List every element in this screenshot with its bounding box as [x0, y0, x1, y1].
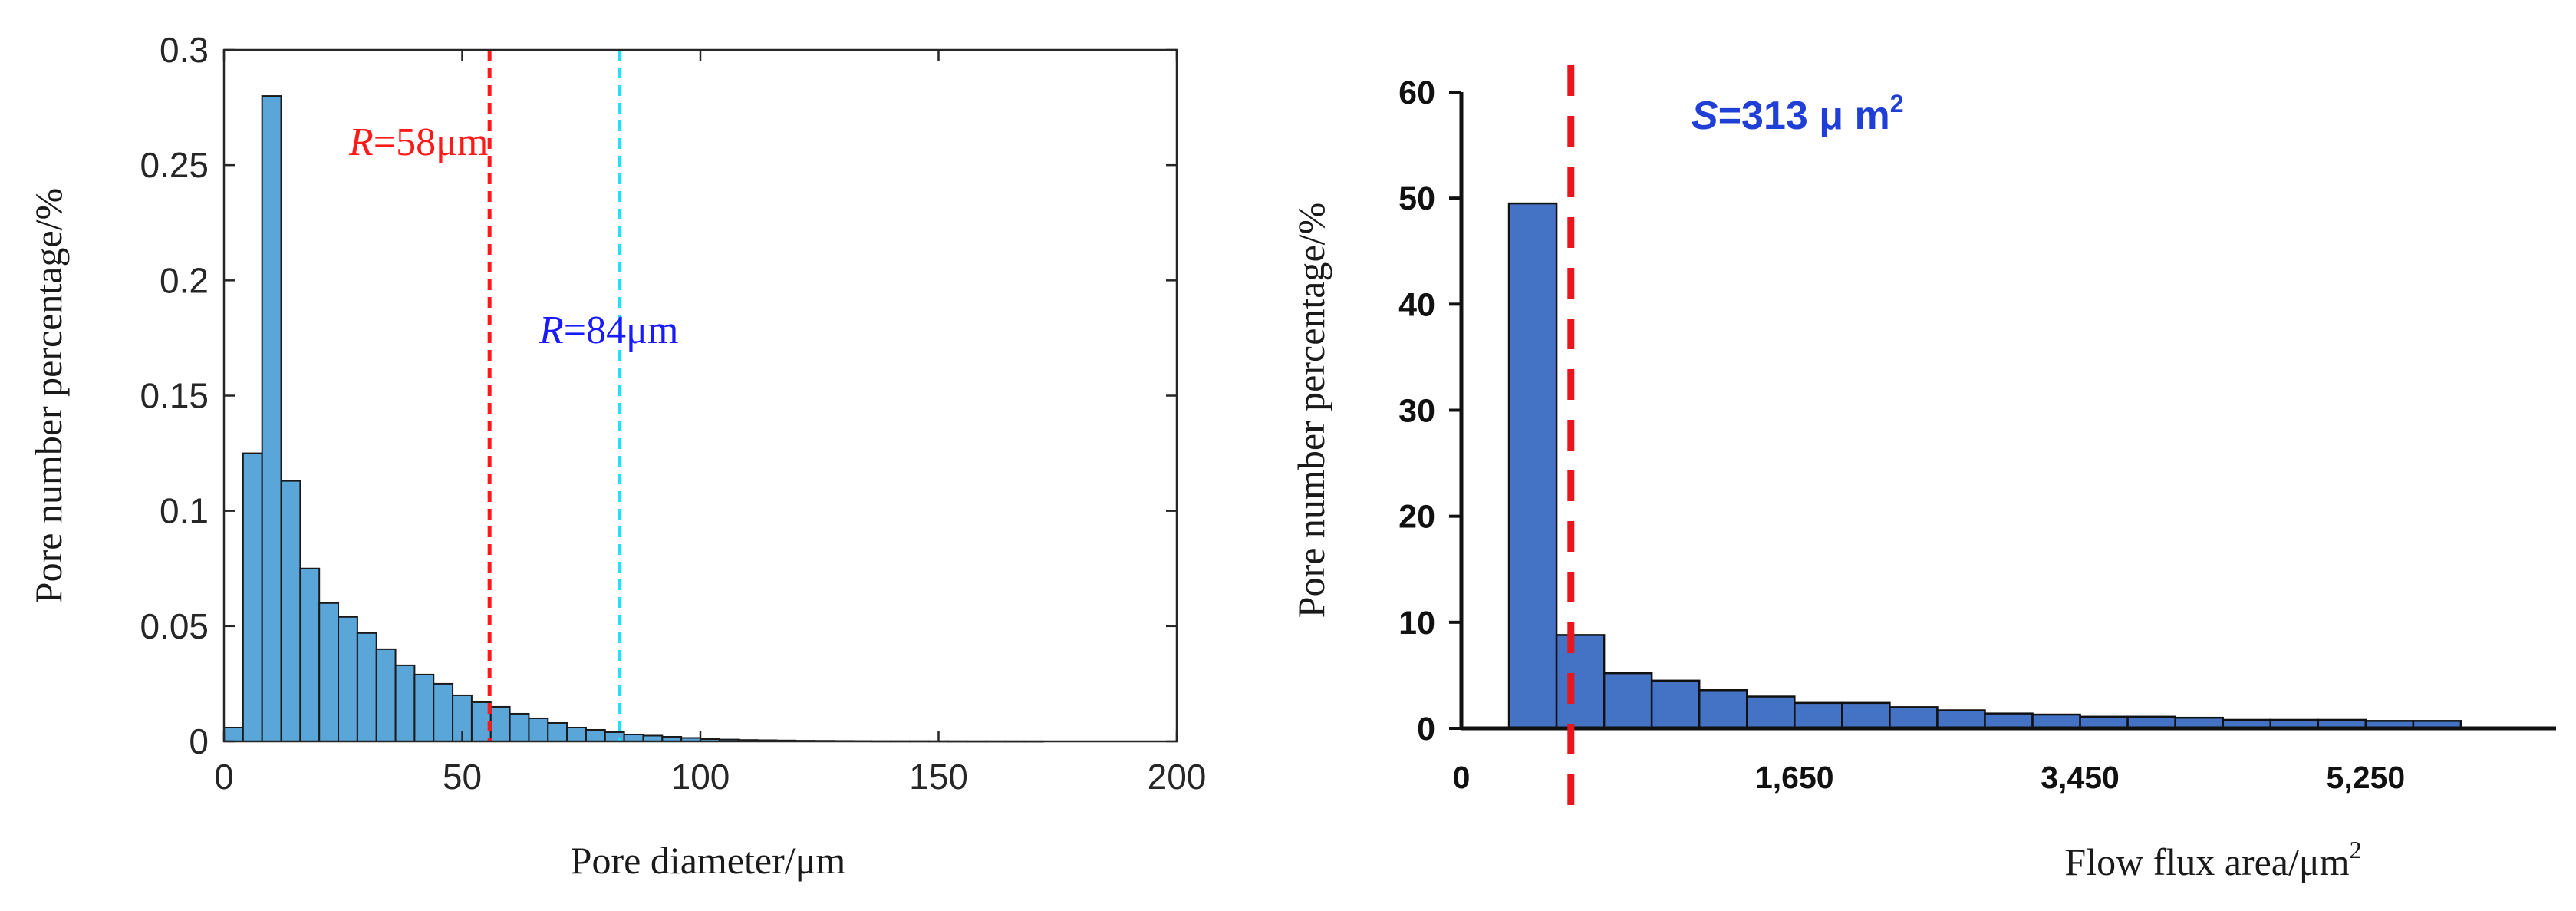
histogram-bar: [1889, 706, 1939, 730]
x-tick-label: 1,650: [1755, 760, 1834, 795]
histogram-bars: [223, 95, 1045, 743]
histogram-bar: [1650, 679, 1701, 730]
annotation-label: S=313 μ m2: [1692, 90, 1904, 138]
y-tick-label: 0.15: [140, 376, 209, 416]
y-tick-label: 50: [1398, 180, 1435, 217]
histogram-bar: [1936, 709, 1986, 730]
x-tick-label: 0: [214, 757, 234, 797]
annotation-value: =84μm: [564, 309, 679, 352]
axis-ticks: 0 10 20 30 40 50 60 0 1,650 3,450 5,250: [1398, 74, 2405, 795]
histogram-bars: [1507, 202, 2462, 730]
histogram-bar: [509, 712, 530, 743]
x-tick-label: 3,450: [2041, 760, 2120, 795]
y-tick-label: 0: [189, 721, 209, 761]
y-tick-label: 30: [1398, 393, 1435, 430]
x-tick-label: 200: [1148, 757, 1207, 797]
reference-lines: [487, 50, 622, 741]
annotation-label: R=58μm: [348, 120, 488, 164]
y-tick-label: 0: [1417, 711, 1435, 748]
histogram-bar: [1698, 689, 1748, 730]
histogram-bar: [1603, 672, 1653, 730]
x-axis-label-superscript: 2: [2350, 836, 2362, 863]
axis-ticks: 0 50 100 150 200 0 0.05 0.1 0.15 0.2 0.25 0.3: [140, 30, 1206, 797]
histogram-bar: [623, 733, 644, 742]
x-tick-label: 150: [909, 757, 968, 797]
histogram-bar: [413, 673, 435, 742]
x-tick-label: 50: [443, 757, 482, 797]
histogram-bar: [242, 452, 263, 742]
histogram-bar: [375, 648, 397, 742]
histogram-bar: [1746, 695, 1796, 730]
y-tick-label: 0.3: [160, 30, 209, 70]
annotation-value: =313 μ m: [1718, 94, 1890, 138]
histogram-bar: [280, 480, 301, 743]
histogram-bar: [1555, 634, 1606, 730]
histogram-bar: [338, 616, 358, 742]
histogram-bar: [566, 726, 587, 742]
y-tick-label: 10: [1398, 605, 1435, 642]
histogram-bar: [528, 717, 549, 743]
histogram-bar: [547, 721, 568, 742]
annotation-superscript: 2: [1890, 90, 1904, 117]
y-tick-label: 40: [1398, 286, 1435, 323]
x-tick-label: 0: [1453, 760, 1471, 795]
histogram-bar: [261, 95, 282, 743]
histogram-bar: [1841, 701, 1891, 730]
y-tick-label: 0.2: [160, 260, 209, 300]
histogram-bar: [1984, 712, 2034, 730]
y-tick-label: 60: [1398, 74, 1435, 111]
x-axis-label: Pore diameter/μm: [571, 839, 846, 882]
histogram-bar: [223, 726, 244, 742]
annotation-letter: R: [348, 120, 374, 164]
histogram-bar: [1507, 202, 1558, 730]
histogram-bar: [318, 602, 340, 742]
annotation-letter: S: [1692, 94, 1718, 138]
y-axis-label: Pore number percentage/%: [27, 188, 70, 603]
histogram-bar: [356, 632, 377, 742]
annotation-letter: R: [539, 309, 564, 352]
x-tick-label: 5,250: [2327, 760, 2406, 795]
axes: [1459, 92, 2556, 731]
histogram-bar: [489, 705, 511, 743]
histogram-bar: [2031, 713, 2081, 730]
y-tick-label: 0.05: [140, 606, 209, 646]
histogram-bar: [433, 682, 454, 743]
x-tick-label: 100: [671, 757, 730, 797]
annotation-value: =58μm: [374, 120, 489, 164]
annotations: S=313 μ m2: [1692, 90, 1904, 138]
histogram-bar: [299, 567, 321, 742]
annotation-label: R=84μm: [539, 309, 678, 352]
histogram-bar: [1794, 701, 1843, 730]
y-tick-label: 0.25: [140, 145, 209, 185]
histogram-bar: [394, 664, 416, 743]
y-tick-label: 0.1: [160, 491, 209, 531]
y-tick-label: 20: [1398, 499, 1435, 536]
x-axis-label-text: Flow flux area/μm: [2064, 840, 2349, 883]
y-axis-label: Pore number percentage/%: [1290, 203, 1332, 618]
x-axis-label: Flow flux area/μm2: [2064, 836, 2361, 883]
histogram-bar: [585, 728, 606, 743]
